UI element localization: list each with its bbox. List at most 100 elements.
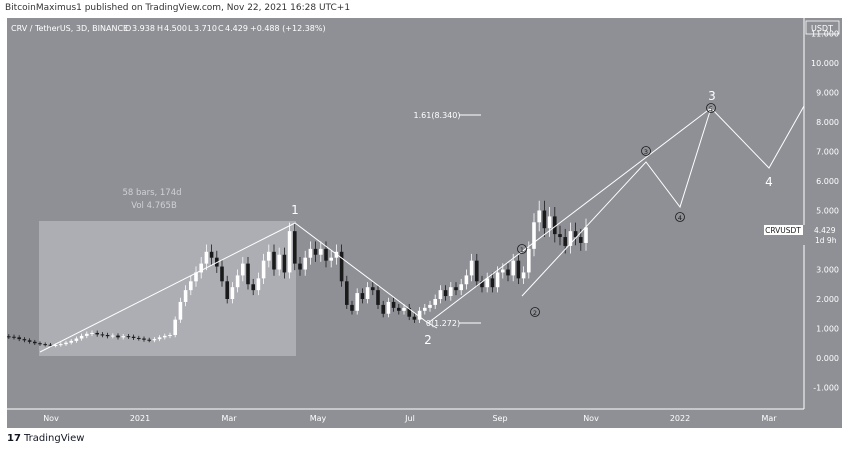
candle-body [235,275,240,288]
candle-body [33,341,37,344]
y-tick-label: 2.000 [816,295,839,304]
candle-body [553,216,557,235]
candle-body [282,254,287,273]
candle-body [339,251,344,282]
x-tick-label: 2022 [670,414,690,423]
candle-body [454,287,458,291]
candle-body [137,337,141,339]
wave-label-4: 4 [765,175,773,189]
currency-box[interactable] [805,20,840,35]
candle-body [48,344,53,346]
candle-body [563,237,567,246]
publish-header: BitcoinMaximus1 published on TradingView… [0,0,850,18]
ohlc-high: 4.500 [164,24,187,33]
y-tick-label: 7.000 [816,148,839,157]
x-tick-label: Nov [43,414,59,423]
wave-label-2: 2 [424,333,432,347]
candle-body [407,307,411,317]
footer: 17 TradingView [0,428,850,449]
price-tag-countdown: 1d 9h [815,236,837,245]
candle-body [105,334,110,337]
y-tick-label: 0.000 [816,354,839,363]
candle-body [313,248,318,255]
elliott-wave-line [39,105,805,353]
candle-body [111,335,115,337]
candle-body [568,231,573,246]
x-tick-label: Mar [761,414,777,423]
candle-body [485,278,489,288]
candle-body [376,290,380,305]
candle-body [277,254,281,270]
candle-body [27,340,32,342]
candle-body [69,340,73,343]
sub-wave-label-4: 4 [678,214,682,222]
candle-body [209,251,214,258]
sub-wave-marker-1: 1 [517,244,527,254]
candle-body [17,337,21,340]
x-tick-label: 2021 [130,414,150,423]
price-tag-symbol: CRVUSDT [765,226,801,235]
ohlc-o-label: O [125,24,131,33]
sub-wave-marker-2: 2 [530,307,540,317]
tradingview-logo-icon[interactable]: 17 [7,433,21,444]
candle-body [365,287,370,299]
candle-body [287,231,292,273]
candle-body [355,293,359,311]
sub-wave-marker-4: 4 [675,212,685,222]
candle-body [584,227,588,243]
candle-body [423,307,427,311]
range-vol-label: Vol 4.765B [131,201,177,211]
sub-wave-marker-5: 5 [706,103,716,113]
candle-body [532,222,536,249]
ohlc-l-label: L [188,24,193,33]
price-tag-value: 4.429 [814,226,836,235]
ohlc-change: +0.488 (+12.38%) [250,24,326,33]
y-tick-label: 1.000 [816,325,839,334]
candle-body [324,248,328,261]
candle-body [230,287,235,299]
candle-body [449,287,453,297]
candle-body [22,339,27,341]
candle-body [183,290,188,302]
candle-body [573,231,578,238]
candle-body [516,260,521,279]
x-axis-ticks: Nov 2021 Mar May Jul Sep Nov 2022 Mar [43,414,777,423]
candle-body [329,257,333,261]
y-tick-label: -1.000 [813,384,839,393]
candle-body [501,269,505,273]
candle-body [90,332,94,334]
publish-line: BitcoinMaximus1 published on TradingView… [5,3,351,13]
candle-body [85,333,89,336]
candle-body [53,345,58,347]
chart-area[interactable]: 11.00010.0009.0008.0007.0006.0005.0004.0… [7,18,842,428]
candle-body [142,338,146,340]
candle-body [199,263,203,273]
candle-body [251,284,255,291]
candle-body [59,344,63,346]
candle-body [7,336,11,338]
candle-body [43,344,47,346]
candle-body [121,336,125,338]
candle-body [459,284,463,291]
tradingview-brand[interactable]: TradingView [24,433,85,444]
candle-body [272,251,276,270]
candle-body [495,272,500,288]
candle-body [371,287,375,291]
candle-body [147,339,151,341]
currency-label: USDT [811,24,833,33]
candle-body [402,307,406,311]
candle-body [157,337,162,340]
candle-body [74,338,79,341]
candle-body [350,304,354,311]
price-tag-symbol-bg [764,225,803,235]
price-chart[interactable]: 11.00010.0009.0008.0007.0006.0005.0004.0… [7,18,842,428]
candle-body [397,307,401,311]
candle-body [506,269,510,276]
candle-body [475,260,479,282]
sub-wave-label-2: 2 [533,309,537,317]
wave-label-1: 1 [291,203,299,217]
candle-body [64,342,68,345]
ohlc-low: 3.710 [194,24,217,33]
candle-body [225,281,229,299]
y-tick-label: 10.000 [811,59,839,68]
